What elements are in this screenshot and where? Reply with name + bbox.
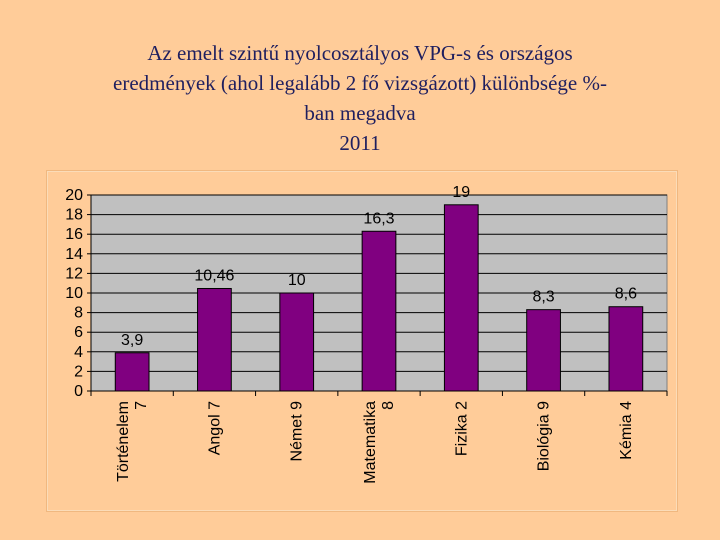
bar: [197, 287, 232, 392]
y-tick-label: 10: [65, 285, 83, 302]
data-label: 8,6: [615, 286, 637, 303]
y-tick-label: 8: [74, 305, 83, 322]
y-tick-label: 0: [74, 383, 83, 400]
data-label: 3,9: [121, 332, 143, 349]
chart-title: Az emelt szintű nyolcosztályos VPG-s és …: [40, 38, 680, 158]
category-label: Német 9: [289, 401, 306, 462]
chart-area: 0 2 4 6 8 10 12 14 16 18 20 3,9 Történelem 7 10,46 Ango…: [46, 170, 678, 512]
category-label: 7: [133, 401, 150, 410]
bar: [279, 292, 315, 392]
bar: [608, 306, 644, 392]
bar: [361, 230, 397, 392]
category-label: Kémia 4: [618, 401, 635, 460]
category-label: Angol 7: [206, 401, 223, 455]
y-tick-label: 6: [74, 324, 83, 341]
title-line-2: eredmények (ahol legalább 2 fő vizsgázot…: [113, 71, 607, 95]
data-label: 19: [452, 184, 470, 201]
y-tick-label: 16: [65, 226, 83, 243]
data-label: 16,3: [363, 210, 394, 227]
data-label: 10,46: [194, 267, 234, 284]
y-tick-label: 18: [65, 207, 83, 224]
y-tick-label: 14: [65, 246, 83, 263]
title-line-3: ban megadva: [304, 101, 416, 125]
bar: [114, 352, 150, 392]
bar-chart: 0 2 4 6 8 10 12 14 16 18 20 3,9 Történelem 7 10,46 Ango…: [65, 184, 668, 484]
y-tick-label: 12: [65, 265, 83, 282]
y-tick-label: 20: [65, 187, 83, 204]
category-label: Matematika: [362, 401, 379, 484]
bar: [526, 309, 561, 392]
category-label: 8: [380, 401, 397, 410]
title-line-1: Az emelt szintű nyolcosztályos VPG-s és …: [147, 41, 573, 65]
bar: [443, 204, 479, 392]
data-label: 8,3: [532, 289, 554, 306]
y-tick-label: 4: [74, 344, 83, 361]
title-line-4: 2011: [339, 131, 381, 155]
y-tick-label: 2: [74, 363, 83, 380]
data-label: 10: [288, 272, 306, 289]
category-label: Történelem: [115, 401, 132, 482]
category-label: Biológia 9: [536, 401, 553, 471]
category-label: Fizika 2: [453, 401, 470, 456]
